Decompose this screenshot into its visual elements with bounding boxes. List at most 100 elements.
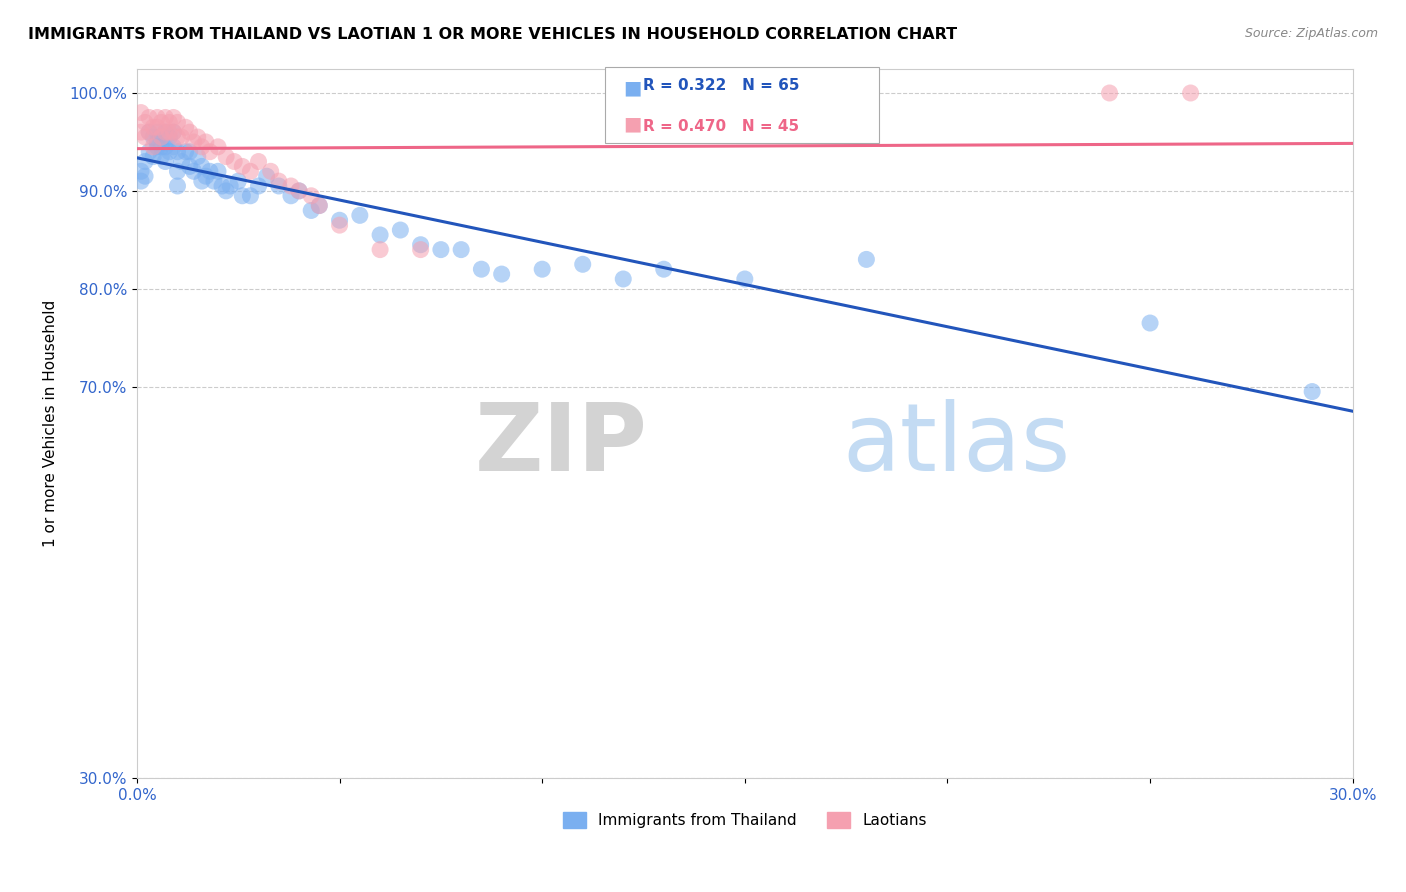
Point bbox=[288, 184, 311, 198]
Point bbox=[612, 272, 634, 286]
Point bbox=[1180, 86, 1202, 100]
Point bbox=[150, 150, 173, 164]
Point bbox=[157, 115, 180, 129]
Point bbox=[194, 169, 217, 184]
Point bbox=[239, 164, 262, 178]
Point bbox=[155, 125, 177, 139]
Point bbox=[138, 125, 160, 139]
Point bbox=[157, 130, 180, 145]
Point bbox=[146, 120, 169, 135]
Y-axis label: 1 or more Vehicles in Household: 1 or more Vehicles in Household bbox=[44, 300, 58, 547]
Text: R = 0.322   N = 65: R = 0.322 N = 65 bbox=[643, 78, 799, 94]
Point bbox=[166, 115, 188, 129]
Point bbox=[134, 130, 156, 145]
Point bbox=[170, 130, 193, 145]
Point bbox=[299, 188, 322, 202]
Point bbox=[224, 154, 246, 169]
Point bbox=[155, 140, 177, 154]
Text: ■: ■ bbox=[623, 115, 641, 134]
Point bbox=[226, 174, 249, 188]
Point bbox=[146, 135, 169, 149]
Point bbox=[531, 262, 554, 277]
Point bbox=[191, 160, 214, 174]
Point bbox=[1301, 384, 1323, 399]
Point bbox=[157, 125, 180, 139]
Point bbox=[267, 179, 290, 194]
Point bbox=[211, 179, 233, 194]
Text: R = 0.470   N = 45: R = 0.470 N = 45 bbox=[643, 119, 799, 134]
Point bbox=[179, 125, 201, 139]
Point bbox=[134, 154, 156, 169]
Point bbox=[207, 140, 229, 154]
Point bbox=[129, 105, 152, 120]
Point bbox=[150, 115, 173, 129]
Point bbox=[198, 164, 221, 178]
Point bbox=[207, 164, 229, 178]
Point bbox=[267, 174, 290, 188]
Point bbox=[146, 140, 169, 154]
Point bbox=[146, 125, 169, 139]
Point bbox=[308, 198, 330, 212]
Point bbox=[155, 125, 177, 139]
Point bbox=[308, 198, 330, 212]
Text: ■: ■ bbox=[623, 78, 641, 97]
Point bbox=[198, 145, 221, 159]
Point bbox=[142, 120, 165, 135]
Point bbox=[174, 145, 197, 159]
Point bbox=[134, 169, 156, 184]
Point bbox=[142, 150, 165, 164]
Point bbox=[129, 164, 152, 178]
Point bbox=[239, 188, 262, 202]
Point bbox=[187, 150, 209, 164]
Point bbox=[187, 130, 209, 145]
Point bbox=[162, 140, 184, 154]
Point bbox=[329, 213, 352, 227]
Point bbox=[368, 243, 391, 257]
Point bbox=[734, 272, 756, 286]
Point bbox=[138, 125, 160, 139]
Point bbox=[256, 169, 278, 184]
Point bbox=[150, 130, 173, 145]
Legend: Immigrants from Thailand, Laotians: Immigrants from Thailand, Laotians bbox=[557, 806, 934, 834]
Point bbox=[191, 174, 214, 188]
Point bbox=[170, 154, 193, 169]
Point bbox=[162, 111, 184, 125]
Point bbox=[142, 130, 165, 145]
Text: Source: ZipAtlas.com: Source: ZipAtlas.com bbox=[1244, 27, 1378, 40]
Point bbox=[280, 188, 302, 202]
Point bbox=[157, 145, 180, 159]
Point bbox=[430, 243, 453, 257]
Text: atlas: atlas bbox=[842, 399, 1070, 491]
Point bbox=[129, 125, 152, 139]
Point bbox=[219, 179, 242, 194]
Point bbox=[231, 188, 253, 202]
Point bbox=[215, 150, 238, 164]
Point bbox=[349, 208, 371, 222]
Point bbox=[652, 262, 675, 277]
Point bbox=[166, 179, 188, 194]
Point bbox=[260, 164, 283, 178]
Point bbox=[183, 135, 205, 149]
Text: ZIP: ZIP bbox=[475, 399, 648, 491]
Point bbox=[491, 267, 513, 281]
Point bbox=[162, 125, 184, 139]
Point bbox=[134, 115, 156, 129]
Point bbox=[129, 174, 152, 188]
Point bbox=[470, 262, 492, 277]
Point bbox=[288, 184, 311, 198]
Point bbox=[450, 243, 472, 257]
Point bbox=[1098, 86, 1121, 100]
Text: IMMIGRANTS FROM THAILAND VS LAOTIAN 1 OR MORE VEHICLES IN HOUSEHOLD CORRELATION : IMMIGRANTS FROM THAILAND VS LAOTIAN 1 OR… bbox=[28, 27, 957, 42]
Point bbox=[247, 154, 270, 169]
Point bbox=[247, 179, 270, 194]
Point bbox=[191, 140, 214, 154]
Point bbox=[194, 135, 217, 149]
Point bbox=[202, 174, 225, 188]
Point bbox=[855, 252, 877, 267]
Point bbox=[138, 145, 160, 159]
Point bbox=[299, 203, 322, 218]
Point bbox=[389, 223, 412, 237]
Point bbox=[138, 111, 160, 125]
Point bbox=[142, 140, 165, 154]
Point bbox=[166, 164, 188, 178]
